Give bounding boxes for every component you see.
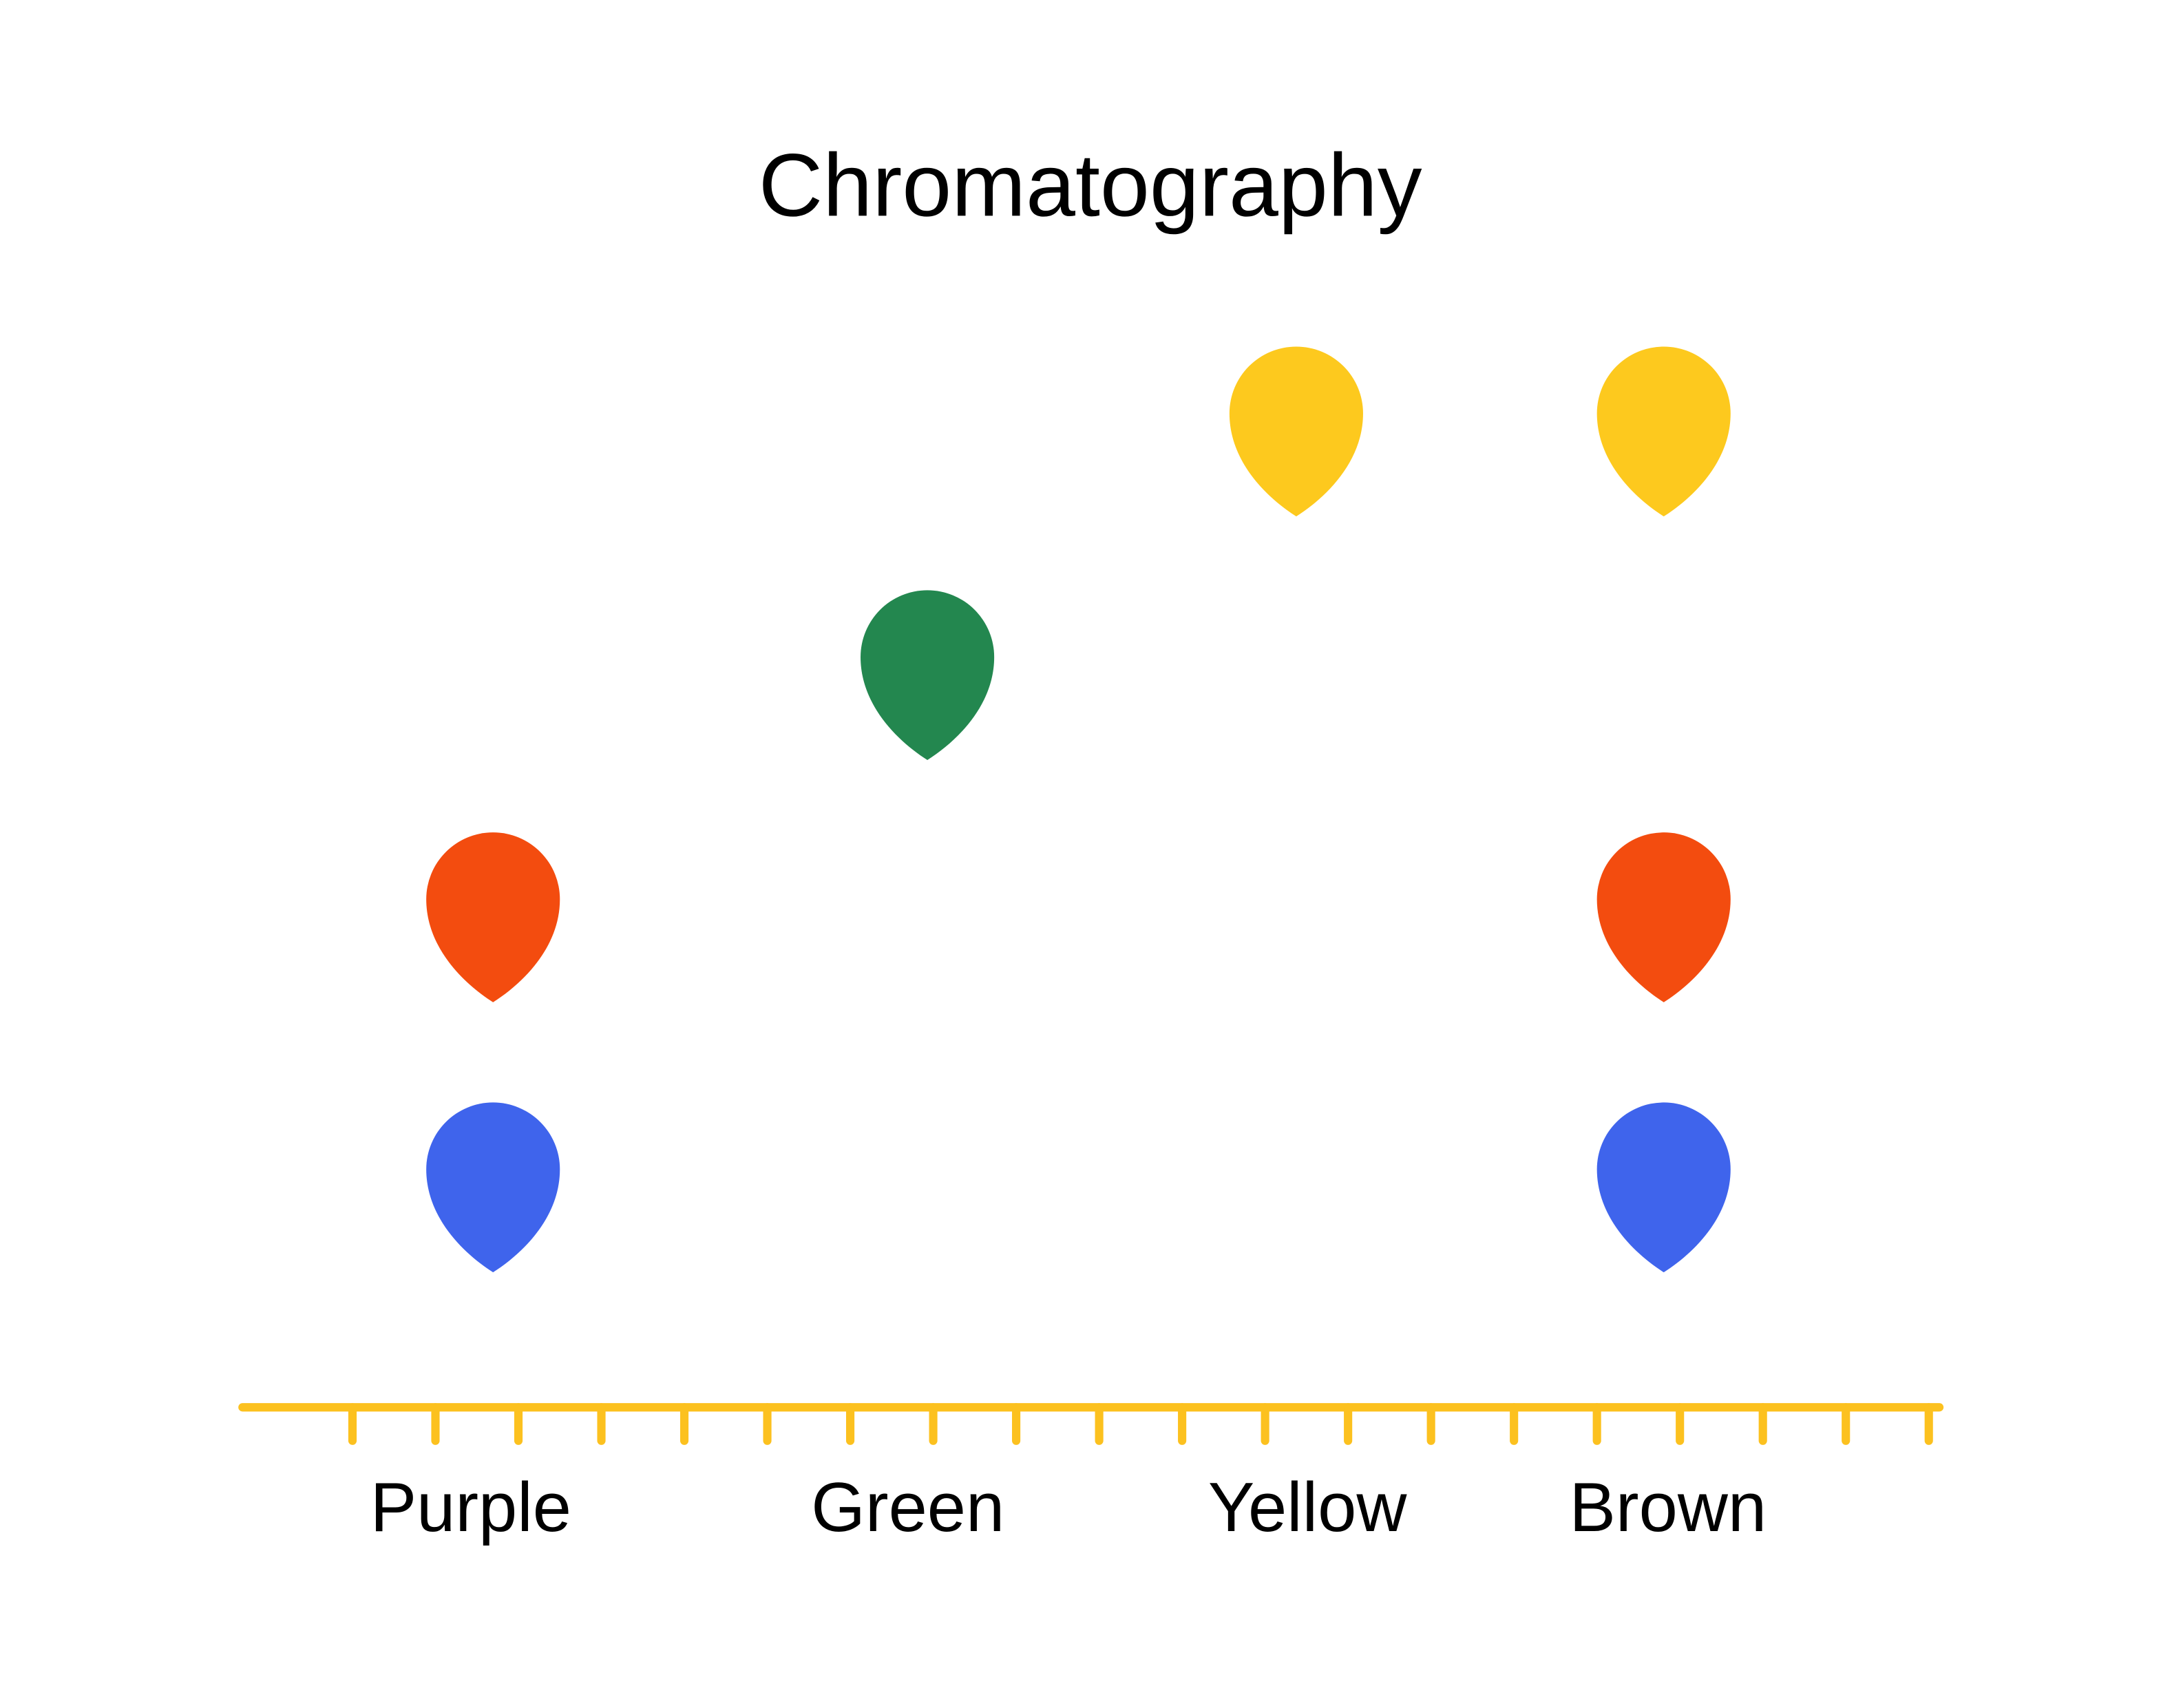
sample-label: Purple xyxy=(370,1468,571,1546)
spot xyxy=(1229,346,1363,517)
sample-label: Green xyxy=(811,1468,1004,1546)
spot xyxy=(861,590,995,761)
ticks xyxy=(348,1403,1933,1445)
sample-label: Brown xyxy=(1570,1468,1767,1546)
title: Chromatography xyxy=(759,136,1422,235)
spot xyxy=(426,1102,560,1273)
spot xyxy=(1596,1102,1731,1273)
spot xyxy=(1596,346,1731,517)
spot xyxy=(426,832,560,1002)
spot xyxy=(1596,832,1731,1002)
sample-label: Yellow xyxy=(1208,1468,1408,1546)
spots xyxy=(426,346,1731,1273)
